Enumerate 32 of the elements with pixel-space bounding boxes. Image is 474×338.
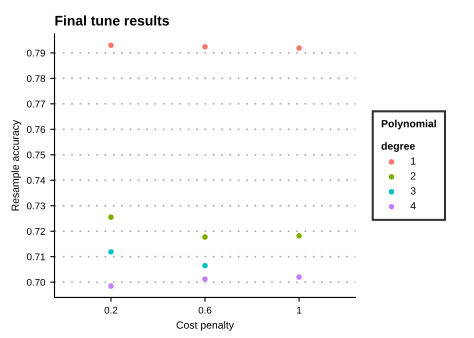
point bbox=[202, 44, 208, 50]
point bbox=[296, 233, 302, 239]
point bbox=[108, 42, 114, 48]
point bbox=[108, 214, 114, 220]
y-tick-label: 0.71 bbox=[26, 253, 46, 260]
point bbox=[202, 234, 208, 240]
legend-label: 2 bbox=[410, 172, 416, 180]
x-tick-label: 0.6 bbox=[198, 306, 212, 314]
legend-label: 4 bbox=[410, 202, 416, 210]
point bbox=[296, 45, 302, 51]
y-tick-label: 0.75 bbox=[26, 152, 46, 158]
point bbox=[202, 276, 208, 282]
point bbox=[202, 262, 208, 268]
legend-label: 1 bbox=[411, 157, 416, 165]
x-tick-label: 0.2 bbox=[104, 306, 118, 314]
y-tick-label: 0.77 bbox=[26, 100, 45, 108]
y-tick-label: 0.73 bbox=[26, 202, 46, 210]
y-tick-label: 0.78 bbox=[26, 75, 46, 82]
text: Polynomial degree bbox=[382, 120, 436, 152]
y-axis-title: Resample accuracy bbox=[11, 120, 22, 210]
point bbox=[108, 283, 114, 289]
point bbox=[296, 274, 302, 280]
chart-title: Final tune results bbox=[55, 15, 169, 26]
x-axis-title: Cost penalty bbox=[176, 321, 234, 331]
y-tick-label: 0.74 bbox=[26, 177, 46, 184]
x-tick-label: 1 bbox=[297, 306, 302, 314]
y-tick-label: 0.70 bbox=[26, 278, 46, 286]
legend-label: 3 bbox=[410, 187, 416, 195]
y-tick-label: 0.72 bbox=[26, 228, 45, 235]
y-tick-label: 0.79 bbox=[26, 50, 46, 57]
point bbox=[108, 249, 114, 255]
y-tick-label: 0.76 bbox=[26, 126, 46, 133]
